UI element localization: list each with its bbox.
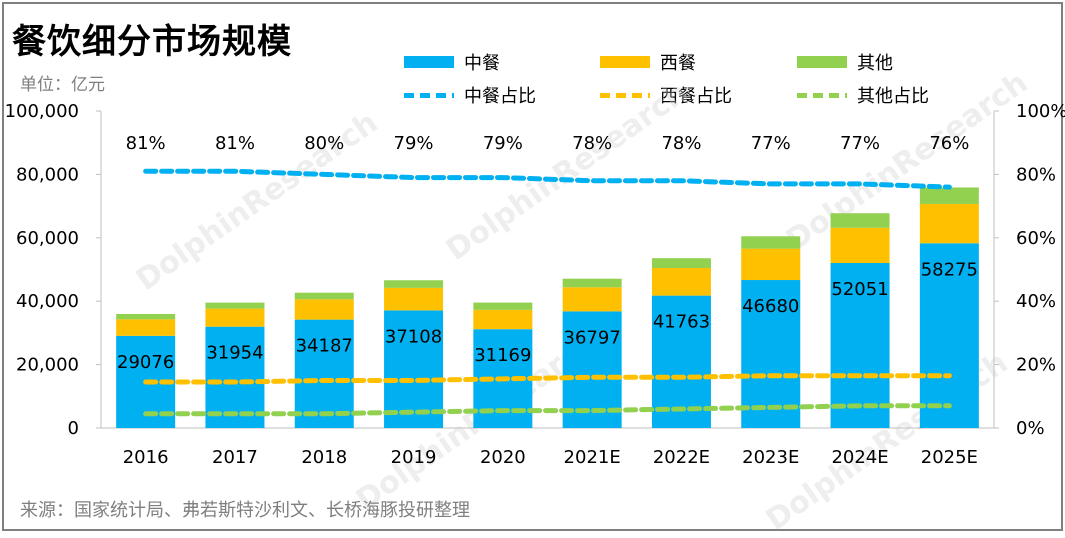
bar-segment-other xyxy=(384,280,443,288)
x-tick-label: 2021E xyxy=(564,447,621,468)
source-note: 来源：国家统计局、弗若斯特沙利文、长桥海豚投研整理 xyxy=(20,496,470,522)
bar-segment-western xyxy=(473,310,532,329)
bar-segment-other xyxy=(563,279,622,288)
share-label: 76% xyxy=(929,133,969,154)
bar-value-label: 31954 xyxy=(206,343,263,364)
y-left-tick-label: 100,000 xyxy=(5,101,79,122)
bar-segment-other xyxy=(741,236,800,248)
bar-segment-western xyxy=(741,249,800,280)
y-left-tick-label: 40,000 xyxy=(16,291,79,312)
y-right-tick-label: 20% xyxy=(1016,355,1056,376)
x-tick-label: 2016 xyxy=(123,447,169,468)
x-tick-label: 2025E xyxy=(921,447,978,468)
bar-value-label: 37108 xyxy=(385,326,442,347)
x-tick-label: 2018 xyxy=(301,447,347,468)
bar-segment-other xyxy=(473,303,532,310)
x-tick-label: 2020 xyxy=(480,447,526,468)
x-tick-label: 2023E xyxy=(742,447,799,468)
x-tick-label: 2024E xyxy=(831,447,888,468)
bar-value-label: 34187 xyxy=(296,336,353,357)
bar-value-label: 36797 xyxy=(564,327,621,348)
y-left-tick-label: 60,000 xyxy=(16,228,79,249)
x-tick-label: 2017 xyxy=(212,447,258,468)
line-western-share xyxy=(146,376,950,382)
bar-value-label: 29076 xyxy=(117,352,174,373)
bar-segment-other xyxy=(652,258,711,268)
bar-value-label: 58275 xyxy=(921,259,978,280)
share-label: 78% xyxy=(661,133,701,154)
x-tick-label: 2019 xyxy=(391,447,437,468)
bar-segment-western xyxy=(920,204,979,243)
share-label: 77% xyxy=(751,133,791,154)
bar-value-label: 31169 xyxy=(474,345,531,366)
y-right-tick-label: 40% xyxy=(1016,291,1056,312)
bar-segment-western xyxy=(205,309,264,327)
y-left-tick-label: 20,000 xyxy=(16,355,79,376)
bar-segment-western xyxy=(563,287,622,311)
line-chinese-share xyxy=(146,171,950,187)
chart-plot: 0 20,000 40,000 60,000 80,000 100,000 0% 20% 40%… xyxy=(4,4,1065,533)
bar-value-label: 46680 xyxy=(742,296,799,317)
x-tick-label: 2022E xyxy=(653,447,710,468)
bar-value-label: 41763 xyxy=(653,312,710,333)
line-other-share xyxy=(146,406,950,414)
bar-value-label: 52051 xyxy=(831,279,888,300)
bar-segment-western xyxy=(831,228,890,263)
y-right-tick-label: 0% xyxy=(1016,418,1045,439)
bar-segment-other xyxy=(116,314,175,319)
y-left-tick-label: 80,000 xyxy=(16,164,79,185)
share-label: 79% xyxy=(483,133,523,154)
share-label: 81% xyxy=(215,133,255,154)
chart-frame: 餐饮细分市场规模 单位：亿元 中餐 西餐 其他 中餐占比 西餐占比 其他占比 D… xyxy=(2,2,1063,531)
bar-segment-other xyxy=(295,293,354,300)
bar-segment-western xyxy=(384,288,443,311)
bar-segment-other xyxy=(205,303,264,309)
bar-segment-western xyxy=(652,268,711,296)
y-right-tick-label: 60% xyxy=(1016,228,1056,249)
y-right-tick-label: 80% xyxy=(1016,164,1056,185)
share-label: 79% xyxy=(394,133,434,154)
bar-segment-other xyxy=(831,213,890,228)
y-right-tick-label: 100% xyxy=(1016,101,1065,122)
share-label: 77% xyxy=(840,133,880,154)
bar-segment-western xyxy=(116,319,175,335)
share-label: 81% xyxy=(126,133,166,154)
bar-segment-other xyxy=(920,187,979,203)
bar-segment-western xyxy=(295,299,354,319)
share-label: 80% xyxy=(304,133,344,154)
share-label: 78% xyxy=(572,133,612,154)
y-left-tick-label: 0 xyxy=(68,418,79,439)
